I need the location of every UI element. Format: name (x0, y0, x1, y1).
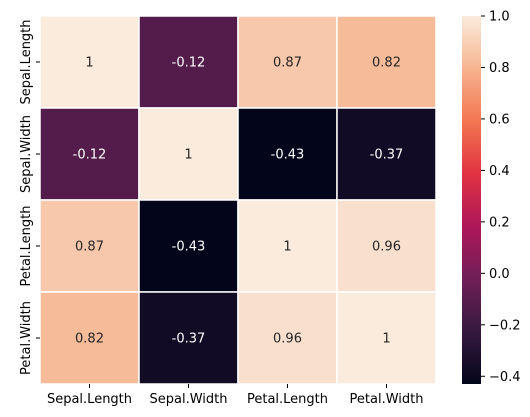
heatmap-cells (39, 15, 437, 385)
cell-value-label: -0.37 (370, 148, 404, 163)
colorbar: 1.0 0.8 0.6 0.4 0.2 0.0 −0.2 −0.4 (462, 10, 521, 385)
y-tick-label: Petal.Width (19, 301, 34, 375)
cell-value-label: 0.82 (372, 56, 401, 71)
heatmap-cell (336, 199, 437, 293)
cell-value-label: -0.12 (172, 56, 206, 71)
cell-value-label: 1 (382, 332, 390, 347)
colorbar-tick-label: 0.0 (489, 267, 510, 282)
y-tick-label: Sepal.Length (19, 19, 34, 104)
cell-value-label: -0.37 (172, 332, 206, 347)
colorbar-tick-label: −0.2 (489, 318, 521, 333)
colorbar-gradient (462, 16, 481, 384)
cell-value-label: -0.12 (73, 148, 107, 163)
x-axis: Sepal.Length Sepal.Width Petal.Length Petal… (47, 384, 424, 407)
heatmap-cell (138, 291, 239, 385)
heatmap-cell (336, 107, 437, 201)
cell-value-label: 0.87 (75, 240, 104, 255)
heatmap-cell (138, 15, 239, 109)
y-tick-label: Sepal.Width (19, 115, 34, 193)
heatmap-cell (237, 15, 338, 109)
cell-value-label: 0.87 (273, 56, 302, 71)
heatmap-cell (336, 15, 437, 109)
cell-value-label: 0.82 (75, 332, 104, 347)
cell-value-label: 0.96 (273, 332, 302, 347)
cell-value-label: 1 (283, 240, 291, 255)
colorbar-tick-label: −0.4 (489, 370, 521, 385)
cell-value-label: 1 (184, 148, 192, 163)
heatmap-cell (39, 15, 140, 109)
heatmap-cell (138, 107, 239, 201)
colorbar-tick-label: 0.6 (489, 112, 510, 127)
y-tick-label: Petal.Length (19, 205, 34, 286)
cell-value-label: 0.96 (372, 240, 401, 255)
colorbar-tick-label: 0.2 (489, 215, 510, 230)
x-tick-label: Sepal.Length (47, 392, 132, 407)
colorbar-tick-label: 0.4 (489, 164, 510, 179)
x-tick-label: Petal.Length (247, 392, 328, 407)
heatmap-cell (138, 199, 239, 293)
cell-value-label: -0.43 (172, 240, 206, 255)
y-axis: Sepal.Length Sepal.Width Petal.Length Petal… (19, 19, 40, 375)
cell-value-label: -0.43 (271, 148, 305, 163)
colorbar-tick-label: 1.0 (489, 10, 510, 25)
x-tick-label: Petal.Width (350, 392, 424, 407)
heatmap-cell (336, 291, 437, 385)
cell-value-label: 1 (85, 56, 93, 71)
heatmap-annotations: 1 -0.12 0.87 0.82 -0.12 1 -0.43 -0.37 0.87 -0.43 1… (73, 56, 404, 347)
colorbar-tick-label: 0.8 (489, 61, 510, 76)
x-tick-label: Sepal.Width (150, 392, 228, 407)
